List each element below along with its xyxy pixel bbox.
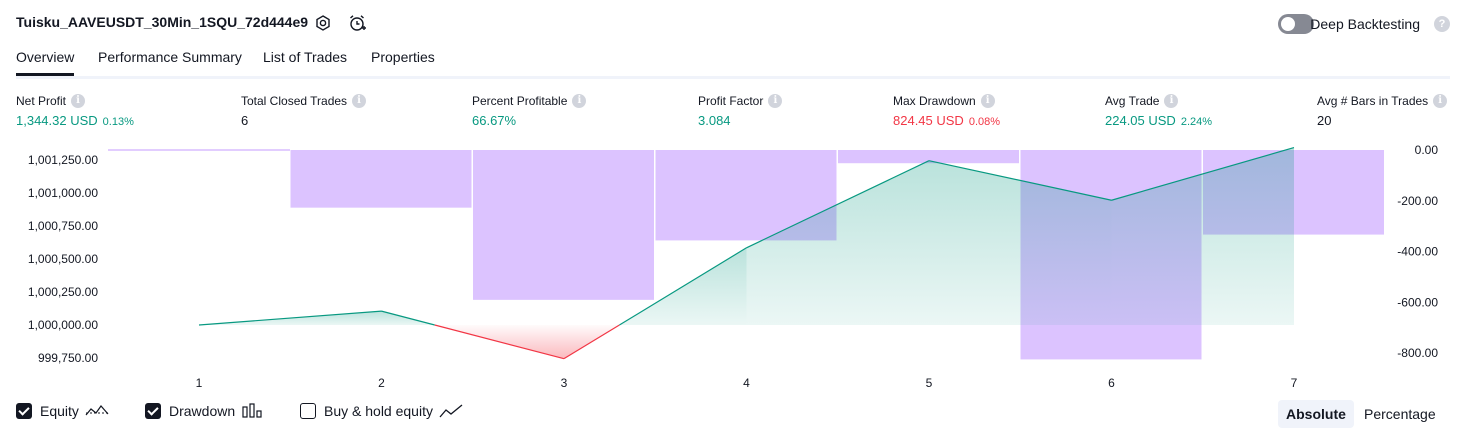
metric-value: 6 — [241, 113, 249, 128]
info-icon[interactable]: i — [572, 94, 587, 108]
percentage-button[interactable]: Percentage — [1364, 406, 1436, 422]
left-axis-tick: 1,001,000.00 — [28, 186, 98, 200]
metric-label: Avg Trade — [1105, 94, 1160, 108]
equity-checkbox[interactable] — [16, 403, 32, 419]
drawdown-bar — [290, 150, 472, 208]
metric-percent: 2.24% — [1180, 116, 1213, 128]
strategy-header: Tuisku_AAVEUSDT_30Min_1SQU_72d444e9 Deep… — [16, 10, 1450, 38]
metric-percent-profitable: Percent Profitable i 66.67% — [472, 94, 587, 128]
alarm-clock-add-icon[interactable] — [347, 13, 367, 33]
left-axis-tick: 1,000,250.00 — [28, 285, 98, 299]
legend-label: Drawdown — [169, 403, 236, 419]
metric-percent: 0.08% — [968, 116, 1001, 128]
left-axis-tick: 999,750.00 — [38, 351, 98, 365]
equity-series — [198, 146, 1295, 360]
metric-value: 224.05 USD — [1105, 113, 1176, 128]
tab-properties[interactable]: Properties — [371, 49, 435, 65]
metric-avg-trade: Avg Trade i 224.05 USD 2.24% — [1105, 94, 1212, 128]
equity-line-segment — [381, 310, 435, 326]
metric-total-closed-trades: Total Closed Trades i 6 — [241, 94, 367, 128]
legend-buy-hold-equity[interactable]: Buy & hold equity — [300, 403, 463, 419]
legend-equity[interactable]: Equity — [16, 403, 109, 419]
equity-profit-area — [929, 160, 1112, 325]
right-axis-tick: 0.00 — [1415, 143, 1439, 157]
equity-profit-area — [1111, 147, 1294, 325]
deep-backtesting-toggle[interactable] — [1278, 14, 1314, 34]
tab-list-of-trades[interactable]: List of Trades — [263, 49, 348, 65]
metric-value: 3.084 — [698, 113, 731, 128]
metric-profit-factor: Profit Factor i 3.084 — [698, 94, 783, 128]
equity-profit-area — [746, 160, 929, 325]
metric-label: Total Closed Trades — [241, 94, 348, 108]
metric-value: 824.45 USD — [893, 113, 964, 128]
x-axis-tick: 3 — [561, 376, 568, 390]
trend-line-icon — [439, 404, 463, 418]
metrics-row: Net Profit i 1,344.32 USD 0.13% Total Clos… — [16, 94, 1450, 134]
x-axis: 1 2 3 4 5 6 7 — [196, 376, 1298, 390]
help-icon[interactable]: ? — [1434, 16, 1450, 32]
metric-value: 20 — [1317, 113, 1332, 128]
left-axis-tick: 1,001,250.00 — [28, 153, 98, 167]
info-icon[interactable]: i — [1433, 94, 1448, 108]
right-axis-tick: -800.00 — [1397, 346, 1438, 360]
drawdown-bar — [473, 150, 654, 300]
equity-drawdown-chart: 1,001,250.00 1,001,000.00 1,000,750.00 1,00… — [28, 143, 1438, 390]
metric-percent: 0.13% — [102, 116, 134, 128]
metric-label: Profit Factor — [698, 94, 764, 108]
info-icon[interactable]: i — [768, 94, 783, 108]
x-axis-tick: 4 — [743, 376, 750, 390]
left-axis-tick: 1,000,750.00 — [28, 219, 98, 233]
strategy-title: Tuisku_AAVEUSDT_30Min_1SQU_72d444e9 — [16, 14, 309, 30]
equity-line-icon — [85, 405, 109, 416]
x-axis-tick: 5 — [926, 376, 933, 390]
equity-line-segment — [198, 310, 382, 326]
equity-line-segment — [746, 160, 930, 249]
legend-label: Buy & hold equity — [324, 403, 433, 419]
metric-label: Net Profit — [16, 94, 67, 108]
metric-value: 66.67% — [472, 113, 517, 128]
tab-overview[interactable]: Overview — [16, 49, 75, 76]
left-axis-tick: 1,000,000.00 — [28, 318, 98, 332]
tab-bar: Overview Performance Summary List of Tra… — [16, 46, 1450, 79]
info-icon[interactable]: i — [71, 94, 86, 108]
equity-line-segment — [928, 160, 1112, 201]
legend-drawdown[interactable]: Drawdown — [145, 403, 263, 419]
equity-line-segment — [434, 324, 565, 360]
metric-value: 1,344.32 USD — [16, 113, 98, 128]
info-icon[interactable]: i — [1164, 94, 1179, 108]
buy-hold-checkbox[interactable] — [300, 403, 316, 419]
deep-backtesting-label: Deep Backtesting — [1310, 16, 1420, 32]
value-mode-switch: Absolute Percentage — [1278, 400, 1450, 428]
right-axis-tick: -400.00 — [1397, 245, 1438, 259]
left-axis-tick: 1,000,500.00 — [28, 252, 98, 266]
toggle-knob — [1281, 17, 1295, 31]
right-axis-tick: -200.00 — [1397, 194, 1438, 208]
x-axis-tick: 6 — [1108, 376, 1115, 390]
left-axis: 1,001,250.00 1,001,000.00 1,000,750.00 1,00… — [28, 153, 98, 365]
metric-max-drawdown: Max Drawdown i 824.45 USD 0.08% — [893, 94, 1000, 128]
legend-label: Equity — [40, 403, 79, 419]
info-icon[interactable]: i — [980, 94, 995, 108]
absolute-button[interactable]: Absolute — [1278, 400, 1354, 428]
drawdown-checkbox[interactable] — [145, 403, 161, 419]
metric-avg-bars-in-trades: Avg # Bars in Trades i 20 — [1317, 94, 1448, 128]
x-axis-tick: 1 — [196, 376, 203, 390]
equity-line-segment — [563, 324, 620, 360]
right-axis: 0.00 -200.00 -400.00 -600.00 -800.00 — [1397, 143, 1438, 360]
x-axis-tick: 7 — [1291, 376, 1298, 390]
deep-backtesting: Deep Backtesting ? — [1270, 13, 1450, 35]
x-axis-tick: 2 — [378, 376, 385, 390]
drawdown-bar — [838, 150, 1019, 164]
tab-performance-summary[interactable]: Performance Summary — [98, 49, 242, 65]
gear-icon[interactable] — [313, 13, 333, 33]
metric-label: Max Drawdown — [893, 94, 976, 108]
right-axis-tick: -600.00 — [1397, 295, 1438, 309]
metric-label: Percent Profitable — [472, 94, 568, 108]
bar-chart-icon — [242, 403, 262, 418]
metric-net-profit: Net Profit i 1,344.32 USD 0.13% — [16, 94, 134, 128]
equity-line-segment — [1111, 146, 1295, 201]
equity-line-segment — [619, 247, 747, 326]
info-icon[interactable]: i — [352, 94, 367, 108]
metric-label: Avg # Bars in Trades — [1317, 94, 1429, 108]
